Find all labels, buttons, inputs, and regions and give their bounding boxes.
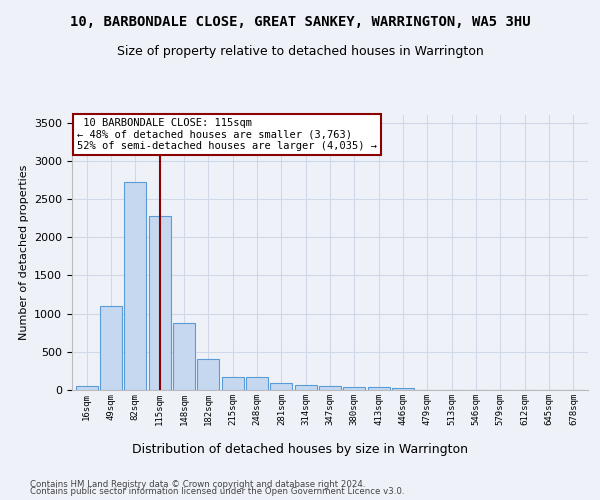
Bar: [197, 358, 219, 390]
Y-axis label: Number of detached properties: Number of detached properties: [19, 165, 29, 340]
Text: Contains public sector information licensed under the Open Government Licence v3: Contains public sector information licen…: [30, 488, 404, 496]
Bar: [246, 378, 268, 390]
Text: Size of property relative to detached houses in Warrington: Size of property relative to detached ho…: [116, 45, 484, 58]
Bar: [76, 386, 98, 390]
Bar: [295, 386, 317, 390]
Bar: [271, 383, 292, 390]
Bar: [368, 388, 389, 390]
Bar: [124, 182, 146, 390]
Bar: [100, 306, 122, 390]
Text: Contains HM Land Registry data © Crown copyright and database right 2024.: Contains HM Land Registry data © Crown c…: [30, 480, 365, 489]
Text: 10 BARBONDALE CLOSE: 115sqm 
← 48% of detached houses are smaller (3,763)
52% of: 10 BARBONDALE CLOSE: 115sqm ← 48% of det…: [77, 118, 377, 151]
Bar: [343, 387, 365, 390]
Bar: [221, 378, 244, 390]
Bar: [173, 323, 195, 390]
Bar: [392, 388, 414, 390]
Text: Distribution of detached houses by size in Warrington: Distribution of detached houses by size …: [132, 442, 468, 456]
Text: 10, BARBONDALE CLOSE, GREAT SANKEY, WARRINGTON, WA5 3HU: 10, BARBONDALE CLOSE, GREAT SANKEY, WARR…: [70, 15, 530, 29]
Bar: [319, 386, 341, 390]
Bar: [149, 216, 170, 390]
